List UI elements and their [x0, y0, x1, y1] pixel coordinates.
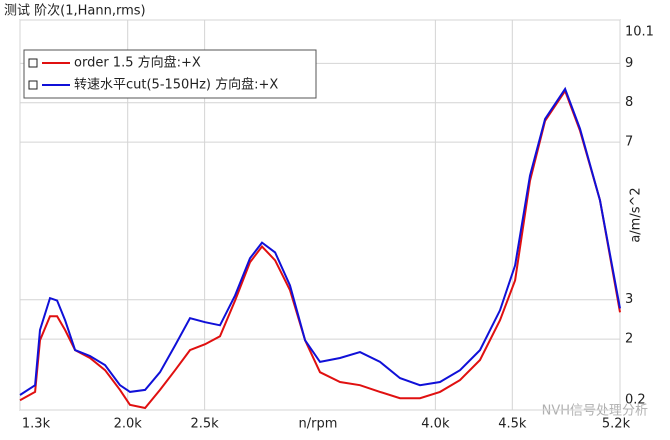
y-axis-label: a/m/s^2 — [629, 187, 644, 242]
watermark: NVH信号处理分析 — [542, 404, 648, 419]
x-tick-label: 1.3k — [22, 417, 51, 432]
y-tick-label: 3 — [625, 292, 633, 307]
legend-label: order 1.5 方向盘:+X — [74, 55, 201, 71]
legend-box — [23, 49, 317, 99]
legend: order 1.5 方向盘:+X 转速水平cut(5-150Hz) 方向盘:+X — [23, 49, 317, 99]
y-tick-label: 7 — [625, 135, 633, 150]
chart-title: 测试 阶次(1,Hann,rms) — [4, 3, 146, 19]
legend-label: 转速水平cut(5-150Hz) 方向盘:+X — [74, 77, 278, 93]
x-tick-label: 4.5k — [498, 417, 527, 432]
legend-checkbox — [28, 58, 38, 68]
y-tick-label: 8 — [625, 95, 633, 110]
legend-checkbox — [28, 80, 38, 90]
y-tick-label: 0.2 — [625, 393, 646, 408]
y-tick-label: 9 — [625, 56, 633, 71]
x-axis-label: n/rpm — [299, 417, 338, 432]
x-tick-label: 2.5k — [191, 417, 220, 432]
x-tick-label: 2.0k — [114, 417, 143, 432]
series-line — [19, 86, 621, 396]
x-tick-label: 4.0k — [421, 417, 450, 432]
y-tick-label: 10.1 — [625, 25, 654, 40]
x-tick-label: 5.2k — [602, 417, 631, 432]
y-tick-label: 2 — [625, 332, 633, 347]
